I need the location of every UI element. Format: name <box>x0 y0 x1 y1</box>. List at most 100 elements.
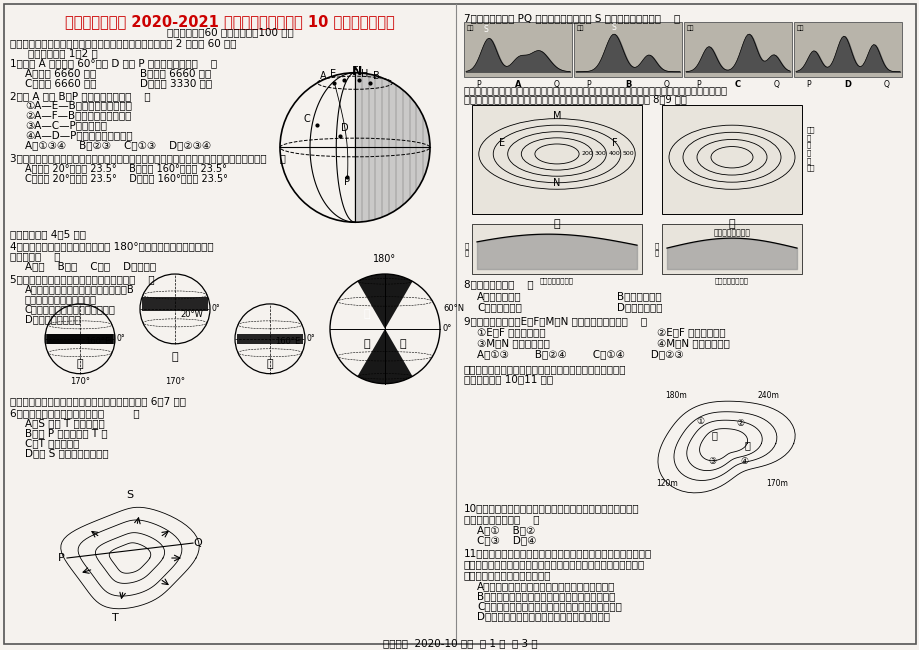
Text: 6．关于该图的叙述，正确的是（         ）: 6．关于该图的叙述，正确的是（ ） <box>10 409 140 419</box>
Text: 8．乙图比甲图（    ）: 8．乙图比甲图（ ） <box>463 279 533 289</box>
Text: 4．甲、乙、丙三艘船同时出发驶过 180°经线，而且同时到达，速度: 4．甲、乙、丙三艘船同时出发驶过 180°经线，而且同时到达，速度 <box>10 241 213 251</box>
Text: 读右图，完成 4～5 题。: 读右图，完成 4～5 题。 <box>10 229 85 239</box>
Text: E: E <box>498 138 505 148</box>
Text: 乙: 乙 <box>728 219 734 229</box>
Text: 海拔: 海拔 <box>796 25 803 31</box>
Text: 乙: 乙 <box>363 339 370 349</box>
Text: D．等于 3330 千米: D．等于 3330 千米 <box>140 78 212 88</box>
Bar <box>683 22 791 77</box>
Text: ④A—D—P，先向东南再向西南: ④A—D—P，先向东南再向西南 <box>25 131 132 140</box>
Wedge shape <box>357 274 412 329</box>
Text: 200: 200 <box>581 151 592 157</box>
Text: Q: Q <box>193 538 201 548</box>
Text: ③: ③ <box>707 457 715 466</box>
Text: 甲: 甲 <box>363 309 370 319</box>
Text: C．大于 6660 千米: C．大于 6660 千米 <box>25 78 96 88</box>
Text: 丙: 丙 <box>399 339 406 349</box>
Text: 170m: 170m <box>766 479 788 488</box>
Text: H: H <box>360 69 368 79</box>
Text: 四川省树德中学 2020-2021 学年高二地理上学期 10 月阶段性测试题: 四川省树德中学 2020-2021 学年高二地理上学期 10 月阶段性测试题 <box>65 14 394 29</box>
Text: ①A—E—B，先向东北再向东南: ①A—E—B，先向东北再向东南 <box>25 101 131 111</box>
Text: B: B <box>372 71 380 81</box>
Text: A．①③        B．②④        C．①④        D．②③: A．①③ B．②④ C．①④ D．②③ <box>476 349 683 359</box>
Text: ③A—C—P，一直向南: ③A—C—P，一直向南 <box>25 120 107 131</box>
Text: D: D <box>844 80 851 88</box>
Text: 1．图示 A 点（北纬 60°）过 D 点到 P 点的实际距离是（    ）: 1．图示 A 点（北纬 60°）过 D 点到 P 点的实际距离是（ ） <box>10 58 217 68</box>
Text: A．东经 20°，北纬 23.5°    B．西经 160°，北纬 23.5°: A．东经 20°，北纬 23.5° B．西经 160°，北纬 23.5° <box>25 163 227 174</box>
Text: C．比例尺：甲大于乙，乙大于丙: C．比例尺：甲大于乙，乙大于丙 <box>25 304 116 314</box>
Bar <box>471 224 641 274</box>
Text: 500: 500 <box>622 151 634 157</box>
Bar <box>471 105 641 214</box>
Text: 下图中箭头方向表示地表径流的方向，读图，完成 6～7 题。: 下图中箭头方向表示地表径流的方向，读图，完成 6～7 题。 <box>10 396 186 407</box>
Text: P: P <box>806 80 811 88</box>
Wedge shape <box>357 329 412 383</box>
Text: 20°W: 20°W <box>180 310 203 319</box>
Text: 0°: 0° <box>307 334 315 343</box>
Text: B: B <box>624 80 630 88</box>
Text: ②: ② <box>735 419 743 428</box>
Bar <box>573 22 681 77</box>
Text: D．在 S 处搭陆需注意洪水: D．在 S 处搭陆需注意洪水 <box>25 448 108 458</box>
Text: 7．正确表示经过 PQ 的地形剖面图和经过 S 点的等高线图的是（    ）: 7．正确表示经过 PQ 的地形剖面图和经过 S 点的等高线图的是（ ） <box>463 13 679 23</box>
Text: T: T <box>111 613 119 623</box>
Text: 于是在甲、乙两个地方发展了农家乐，但每到冬季，发发现乙农家: 于是在甲、乙两个地方发展了农家乐，但每到冬季，发发现乙农家 <box>463 559 644 569</box>
Wedge shape <box>355 73 429 222</box>
Text: A．①③④    B．②③    C．①③    D．②③④: A．①③④ B．②③ C．①③ D．②③④ <box>25 140 210 151</box>
Text: C．乙所在地坡度较陡，视线不好，不利于欣赏风景: C．乙所在地坡度较陡，视线不好，不利于欣赏风景 <box>476 601 621 611</box>
Text: ②A—F—B，先向东南再向东北: ②A—F—B，先向东南再向东北 <box>25 111 131 121</box>
Text: 海拔: 海拔 <box>576 25 584 31</box>
Text: 读下图，回答 1～2 题: 读下图，回答 1～2 题 <box>28 48 97 58</box>
Bar <box>793 22 901 77</box>
Text: 11．当地村民发现图示地区山青水秀，特别是每到夏季云雾缭绕。: 11．当地村民发现图示地区山青水秀，特别是每到夏季云雾缭绕。 <box>463 548 652 558</box>
Text: 乙: 乙 <box>743 441 749 450</box>
Text: 300: 300 <box>594 151 606 157</box>
Text: F: F <box>353 66 358 76</box>
Text: 水平距离（千米）: 水平距离（千米） <box>714 277 748 283</box>
Text: 60°N: 60°N <box>443 304 463 313</box>
Text: N: N <box>552 178 560 188</box>
Text: 最快的是（    ）: 最快的是（ ） <box>10 251 61 261</box>
Text: A．比例尺更小: A．比例尺更小 <box>476 291 521 301</box>
Text: C: C <box>303 114 311 124</box>
FancyBboxPatch shape <box>142 296 208 311</box>
Text: ②E、F 海拔可能不同: ②E、F 海拔可能不同 <box>656 327 725 337</box>
Text: ④M、N 海拔可能不同: ④M、N 海拔可能不同 <box>656 338 729 348</box>
Text: 2．由 A 点到 B、P 两点的方向表述（    ）: 2．由 A 点到 B、P 两点的方向表述（ ） <box>10 91 151 101</box>
Text: D．乙的比例尺最小: D．乙的比例尺最小 <box>25 314 81 324</box>
Text: D．等高距更大: D．等高距更大 <box>617 302 662 312</box>
Bar <box>662 224 801 274</box>
Text: 下图是某区域等高线地形图及相应的地形剖面图，图中甲、乙两图表示的实际范围完全相同（乙图等: 下图是某区域等高线地形图及相应的地形剖面图，图中甲、乙两图表示的实际范围完全相同… <box>463 84 727 95</box>
Text: （等
高
线
数
据
略）: （等 高 线 数 据 略） <box>806 127 814 171</box>
Text: 9．在实际地面上，E、F、M、N 四地海拔的关系是（    ）: 9．在实际地面上，E、F、M、N 四地海拔的关系是（ ） <box>463 316 646 326</box>
Text: D．乙农家冬季光照不足，阴冷，客人不愿意来: D．乙农家冬季光照不足，阴冷，客人不愿意来 <box>476 611 609 621</box>
Text: A: A <box>515 80 521 88</box>
Text: S: S <box>611 23 616 32</box>
Text: B．小于 6660 千米: B．小于 6660 千米 <box>140 68 211 78</box>
Text: A: A <box>320 71 326 81</box>
Text: 甲: 甲 <box>710 430 716 441</box>
Text: Q: Q <box>883 80 889 88</box>
Text: 170°: 170° <box>165 376 185 385</box>
Text: ①: ① <box>695 417 703 426</box>
Text: B．在 P 点可以看到 T 点: B．在 P 点可以看到 T 点 <box>25 428 108 439</box>
Text: ③M、N 海拔一定相同: ③M、N 海拔一定相同 <box>476 338 550 348</box>
Text: C．等高距更小: C．等高距更小 <box>476 302 521 312</box>
Text: 一、选择题（每小题四个选项中只有一个正确选项，每小题 2 分，共 60 分）: 一、选择题（每小题四个选项中只有一个正确选项，每小题 2 分，共 60 分） <box>10 38 236 48</box>
Text: C．东经 20°，南纬 23.5°    D．西经 160°，南纬 23.5°: C．东经 20°，南纬 23.5° D．西经 160°，南纬 23.5° <box>25 174 228 183</box>
Text: E: E <box>329 69 335 79</box>
Text: D: D <box>341 124 348 133</box>
Text: M: M <box>552 111 561 121</box>
Text: 海拔: 海拔 <box>686 25 694 31</box>
Text: N: N <box>351 65 362 78</box>
Text: 乙: 乙 <box>172 352 178 362</box>
Text: 海
拔: 海 拔 <box>654 242 658 256</box>
Text: Q: Q <box>773 80 779 88</box>
Text: B．比例尺更大: B．比例尺更大 <box>617 291 661 301</box>
Text: Q: Q <box>553 80 560 88</box>
Text: S: S <box>126 490 133 501</box>
Text: P: P <box>58 553 65 563</box>
Text: 0°: 0° <box>443 324 452 333</box>
Text: C．③    D．④: C．③ D．④ <box>476 535 536 545</box>
Text: （等高线数据略）: （等高线数据略） <box>713 228 750 237</box>
